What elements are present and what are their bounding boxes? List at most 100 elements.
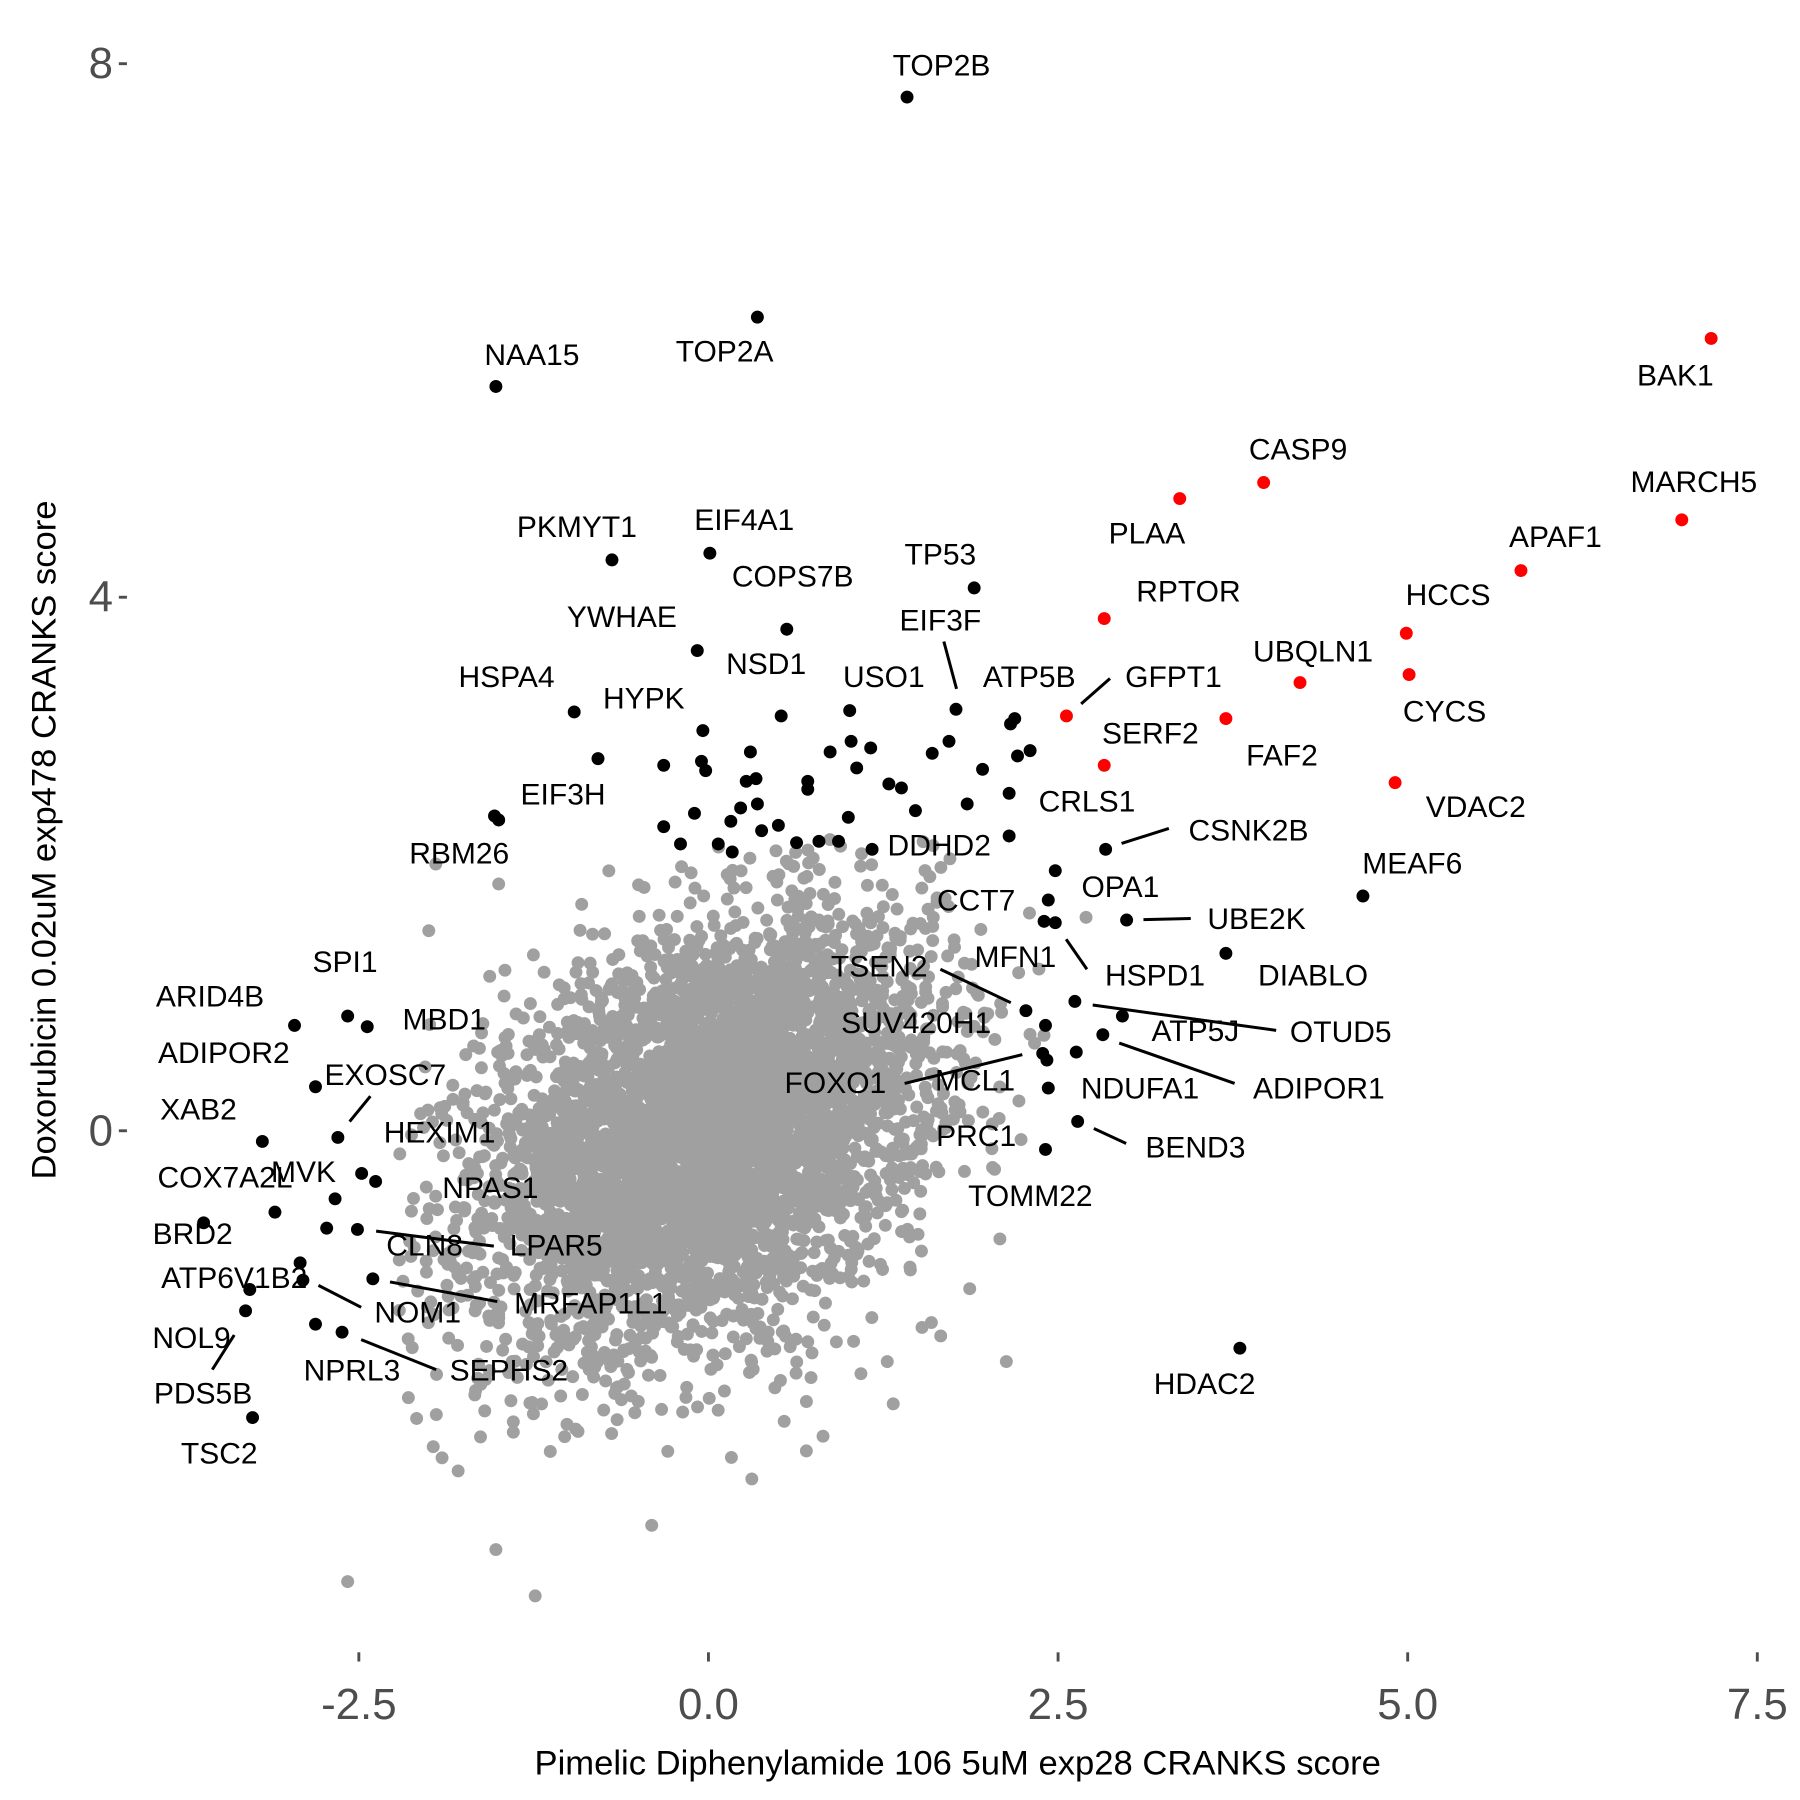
background-point	[449, 1133, 463, 1147]
background-point	[656, 1304, 670, 1318]
background-point	[801, 843, 815, 857]
background-point	[499, 1332, 513, 1346]
background-point	[574, 1239, 587, 1253]
background-point	[721, 1252, 735, 1266]
background-point	[440, 1278, 454, 1292]
background-point	[680, 1327, 694, 1341]
background-point	[800, 1083, 814, 1097]
background-point	[743, 1249, 757, 1263]
background-point	[725, 1147, 738, 1161]
background-point	[725, 1047, 739, 1061]
background-point	[592, 1249, 606, 1263]
background-point	[828, 875, 842, 889]
background-point	[724, 921, 738, 935]
background-point	[506, 1425, 520, 1439]
background-point	[496, 1343, 510, 1357]
background-point	[515, 1244, 528, 1257]
background-point	[690, 1226, 704, 1239]
background-point	[603, 1206, 617, 1220]
background-point	[558, 1430, 572, 1444]
background-point	[755, 1292, 769, 1306]
background-point	[952, 1098, 966, 1112]
background-point	[873, 992, 887, 1005]
background-point	[661, 1444, 675, 1458]
background-point	[985, 1142, 999, 1156]
background-point	[482, 1364, 496, 1378]
background-point	[796, 1150, 810, 1164]
background-point	[695, 1148, 709, 1162]
background-point	[563, 1155, 577, 1169]
hit-point	[657, 758, 671, 772]
background-point	[582, 1363, 596, 1377]
background-point	[530, 1239, 544, 1253]
background-point	[834, 1038, 848, 1052]
background-point	[704, 1362, 718, 1376]
background-point	[878, 1218, 892, 1232]
background-point	[466, 1158, 480, 1172]
background-point	[492, 1251, 506, 1265]
background-point	[789, 1366, 803, 1380]
background-point	[632, 909, 646, 923]
background-point	[723, 1177, 736, 1191]
hit-point	[850, 761, 864, 775]
background-point	[592, 1176, 606, 1190]
background-point	[876, 1095, 890, 1109]
background-point	[776, 1289, 789, 1303]
background-point	[531, 1142, 544, 1156]
background-point	[812, 863, 826, 876]
background-point	[901, 1005, 915, 1019]
background-point	[436, 1149, 450, 1163]
background-point	[688, 1028, 702, 1042]
background-point	[934, 1329, 948, 1343]
background-point	[529, 1112, 543, 1126]
background-point	[526, 1407, 540, 1421]
background-point	[705, 1073, 719, 1087]
background-point	[596, 1197, 610, 1211]
background-point	[842, 1174, 856, 1188]
background-point	[1012, 966, 1026, 980]
background-point	[470, 1084, 484, 1098]
background-point	[772, 1163, 786, 1177]
background-point	[792, 1233, 806, 1246]
background-point	[854, 1367, 868, 1381]
background-point	[927, 1051, 941, 1065]
background-point	[639, 1184, 653, 1198]
background-point	[852, 1129, 865, 1143]
background-point	[913, 1039, 927, 1053]
background-point	[808, 1154, 821, 1168]
background-point	[568, 1138, 582, 1152]
background-point	[715, 1231, 729, 1245]
background-point	[626, 1315, 640, 1329]
background-point	[1012, 1094, 1026, 1108]
background-point	[755, 1170, 769, 1183]
background-point	[713, 966, 727, 980]
background-point	[993, 1232, 1007, 1246]
background-point	[648, 1096, 662, 1110]
background-point	[787, 859, 801, 873]
background-point	[606, 1160, 620, 1174]
background-point	[706, 1175, 720, 1189]
background-point	[442, 1331, 456, 1345]
background-point	[475, 1026, 489, 1040]
background-point	[891, 1122, 905, 1136]
background-point	[529, 1322, 543, 1336]
background-point	[474, 1061, 488, 1075]
background-point	[600, 1299, 613, 1313]
background-point	[655, 1402, 669, 1416]
background-point	[802, 948, 816, 962]
background-point	[874, 1049, 888, 1063]
background-point	[557, 981, 571, 995]
background-point	[506, 1415, 520, 1429]
background-point	[739, 1332, 753, 1346]
background-point	[777, 1210, 791, 1224]
background-point	[770, 1119, 784, 1133]
background-point	[926, 1008, 940, 1022]
background-point	[647, 996, 661, 1010]
background-point	[515, 1226, 529, 1240]
background-point	[812, 1113, 826, 1127]
background-point	[429, 1189, 443, 1203]
background-point	[477, 1221, 491, 1235]
background-point	[476, 1265, 490, 1279]
background-point	[451, 1338, 465, 1352]
background-point	[715, 1014, 729, 1028]
